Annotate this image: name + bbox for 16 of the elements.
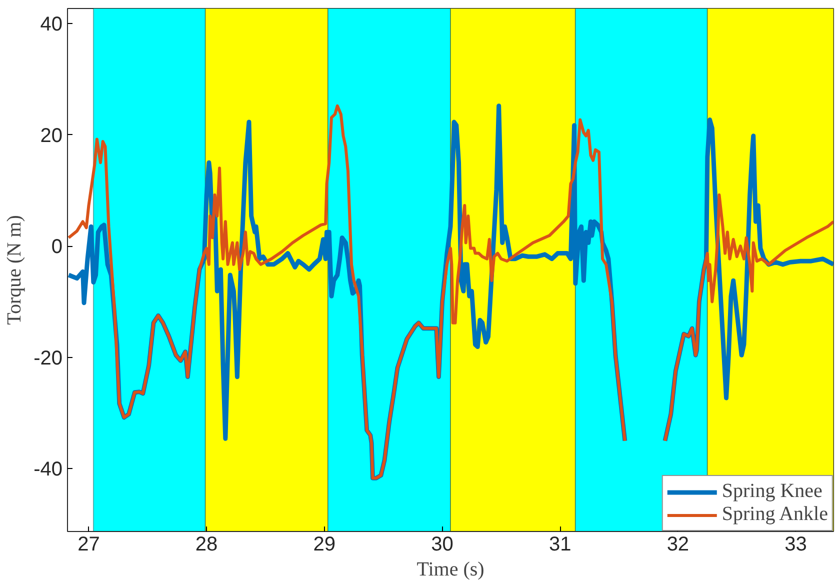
y-axis-title: Torque (N m) bbox=[4, 215, 26, 325]
x-tick-label: 27 bbox=[78, 534, 100, 556]
y-tick-label: 40 bbox=[40, 14, 63, 36]
x-tick-label: 31 bbox=[548, 534, 572, 556]
x-axis-title: Time (s) bbox=[416, 558, 484, 580]
y-tick-label: 0 bbox=[51, 236, 62, 258]
x-tick-label: 29 bbox=[313, 534, 336, 556]
x-tick-label: 32 bbox=[666, 534, 690, 556]
x-tick-label: 33 bbox=[784, 534, 807, 556]
y-tick-label: -20 bbox=[34, 347, 62, 370]
x-tick-label: 28 bbox=[195, 534, 218, 556]
y-tick-label: -40 bbox=[34, 458, 62, 481]
legend-label: Spring Knee bbox=[722, 480, 822, 503]
y-tick-label: 20 bbox=[40, 124, 63, 147]
x-tick-label: 30 bbox=[431, 534, 454, 556]
legend-label: Spring Ankle bbox=[722, 503, 828, 526]
